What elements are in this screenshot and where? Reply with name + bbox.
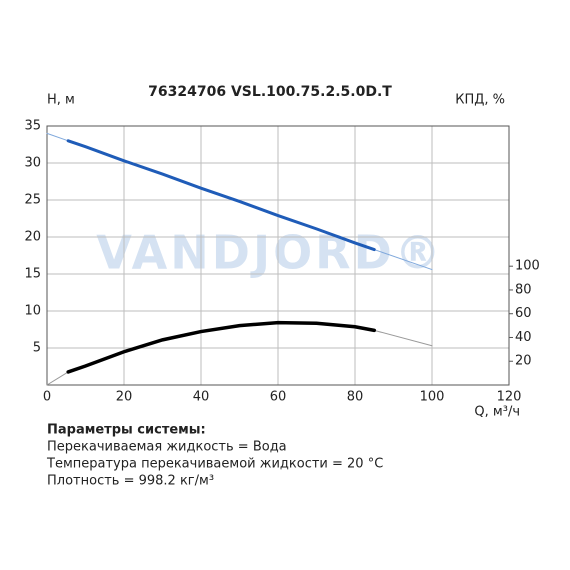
y-axis-label: H, м bbox=[47, 93, 75, 108]
y-tick-label: 30 bbox=[24, 156, 41, 171]
notes-heading: Параметры системы: bbox=[47, 423, 206, 438]
notes-line: Температура перекачиваемой жидкости = 20… bbox=[46, 457, 383, 472]
x-axis-label: Q, м³/ч bbox=[474, 405, 520, 420]
y-tick-label: 25 bbox=[24, 193, 41, 208]
y2-axis-label: КПД, % bbox=[455, 93, 505, 108]
x-tick-label: 0 bbox=[43, 390, 51, 405]
y-tick-label: 5 bbox=[33, 341, 41, 356]
watermark: VANDJORD® bbox=[96, 226, 444, 280]
y2-tick-label: 80 bbox=[515, 282, 532, 297]
x-tick-label: 20 bbox=[116, 390, 133, 405]
y-tick-label: 10 bbox=[24, 304, 41, 319]
notes-line: Плотность = 998.2 кг/м³ bbox=[47, 474, 214, 489]
y2-tick-label: 20 bbox=[515, 354, 532, 369]
x-tick-label: 100 bbox=[420, 390, 445, 405]
x-tick-label: 80 bbox=[347, 390, 364, 405]
y2-tick-label: 60 bbox=[515, 306, 532, 321]
curve bbox=[66, 320, 376, 374]
x-tick-label: 120 bbox=[497, 390, 522, 405]
y-tick-label: 15 bbox=[24, 267, 41, 282]
notes-line: Перекачиваемая жидкость = Вода bbox=[47, 440, 287, 455]
y2-tick-label: 100 bbox=[515, 259, 540, 274]
y-tick-label: 20 bbox=[24, 230, 41, 245]
chart-title: 76324706 VSL.100.75.2.5.0D.T bbox=[148, 84, 392, 100]
y-tick-label: 35 bbox=[24, 119, 41, 134]
plot-frame bbox=[46, 125, 510, 386]
y2-tick-label: 40 bbox=[515, 330, 532, 345]
x-tick-label: 40 bbox=[193, 390, 210, 405]
x-tick-label: 60 bbox=[270, 390, 287, 405]
curve bbox=[66, 139, 376, 252]
